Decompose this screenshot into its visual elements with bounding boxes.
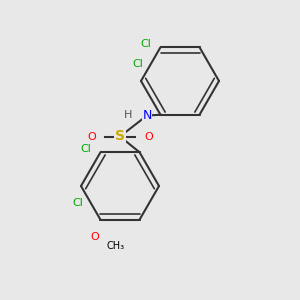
Text: S: S — [115, 130, 125, 143]
Text: Cl: Cl — [81, 144, 92, 154]
Text: N: N — [142, 109, 152, 122]
Text: Cl: Cl — [133, 59, 143, 69]
Text: O: O — [87, 131, 96, 142]
Text: CH₃: CH₃ — [106, 241, 124, 251]
Text: Cl: Cl — [141, 39, 152, 49]
Text: H: H — [124, 110, 132, 121]
Text: O: O — [144, 131, 153, 142]
Text: Cl: Cl — [73, 198, 83, 208]
Text: O: O — [90, 232, 99, 242]
